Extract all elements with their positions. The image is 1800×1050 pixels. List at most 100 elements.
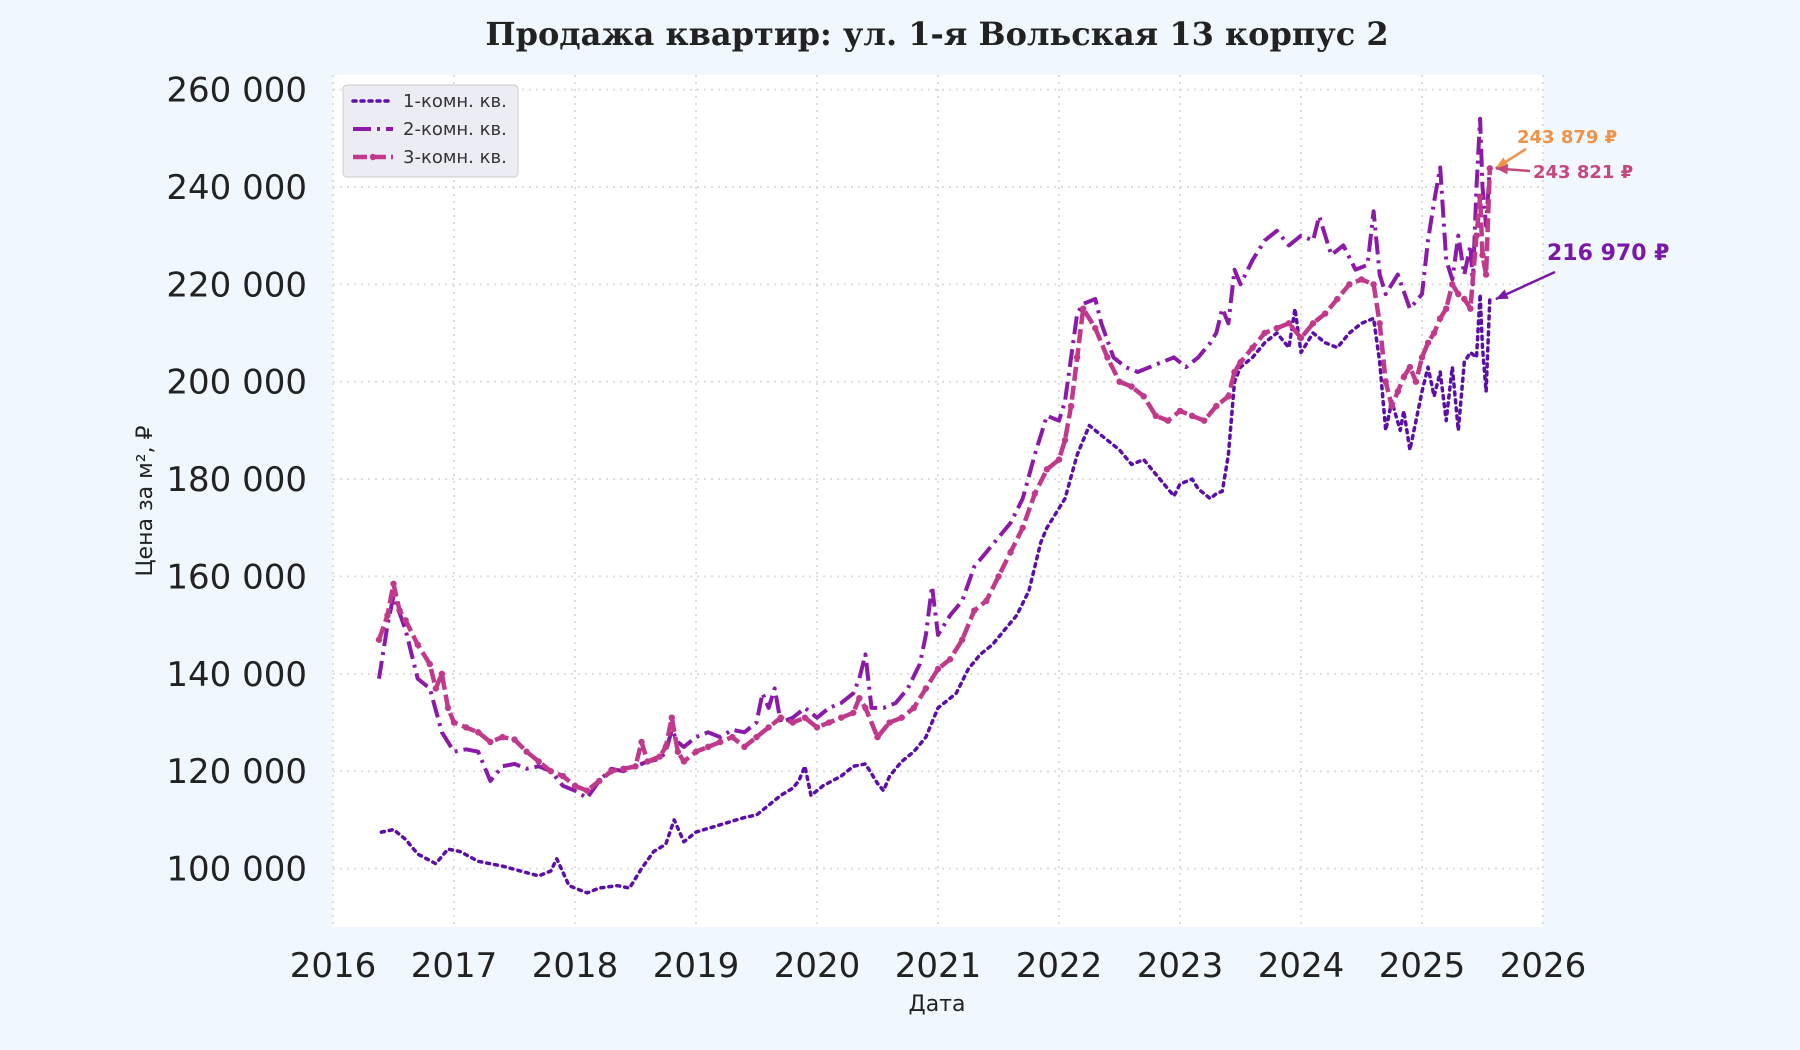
series-point xyxy=(674,748,682,755)
series-point xyxy=(838,714,845,721)
series-point xyxy=(1482,271,1490,278)
series-point xyxy=(1285,320,1293,327)
y-tick-label: 200 000 xyxy=(166,363,307,403)
x-tick-label: 2021 xyxy=(895,946,982,986)
axes: 2016 2017 2018 2019 2020 2021 2022 2023 2024 2025… xyxy=(166,71,1586,986)
series-point xyxy=(1201,417,1208,424)
y-tick-label: 140 000 xyxy=(166,655,307,695)
series-layer xyxy=(375,116,1493,895)
series-point xyxy=(1104,354,1111,361)
y-axis-label: Цена за м², ₽ xyxy=(133,425,158,576)
series-point xyxy=(1188,412,1196,419)
series-point xyxy=(922,685,930,692)
series-point xyxy=(535,758,542,765)
series-point xyxy=(1297,334,1305,342)
series-point xyxy=(692,748,700,755)
series-point xyxy=(1473,232,1480,239)
legend-label: 3-комн. кв. xyxy=(403,147,507,168)
series-point xyxy=(596,777,603,785)
series-point xyxy=(1116,378,1123,385)
series-point xyxy=(1467,305,1474,312)
series-point xyxy=(475,729,482,736)
series-point xyxy=(1455,290,1462,298)
series-point xyxy=(499,733,506,741)
annotation-arrowhead xyxy=(1495,164,1509,175)
y-tick-label: 160 000 xyxy=(166,557,307,597)
series-point xyxy=(1334,295,1341,303)
series-point xyxy=(1213,402,1220,410)
x-tick-label: 2022 xyxy=(1016,946,1103,986)
series-point xyxy=(1430,329,1438,337)
series-point xyxy=(462,724,470,731)
series-point xyxy=(741,743,748,751)
series-point xyxy=(1376,320,1383,327)
series-point xyxy=(414,641,421,648)
series-point xyxy=(1449,281,1456,288)
series-point xyxy=(1031,490,1039,497)
legend-box xyxy=(342,84,519,178)
series-point xyxy=(777,714,784,721)
series-point xyxy=(1358,276,1365,283)
series-point xyxy=(1128,383,1135,390)
y-tick-label: 100 000 xyxy=(166,850,307,890)
series-point xyxy=(656,753,663,760)
series-point xyxy=(487,738,494,746)
series-point xyxy=(850,709,857,716)
series-point xyxy=(1309,320,1317,327)
series-point xyxy=(1486,165,1493,172)
series-point xyxy=(934,665,942,673)
series-point xyxy=(971,607,978,614)
series-point xyxy=(862,704,869,712)
series-point xyxy=(789,719,796,726)
series-point xyxy=(608,768,615,775)
series-point xyxy=(856,694,863,702)
series-point xyxy=(638,738,645,746)
series-point xyxy=(620,765,627,772)
x-tick-label: 2019 xyxy=(653,946,740,986)
legend-label: 1-комн. кв. xyxy=(403,91,507,112)
annotations-layer: 243 879 ₽ 243 821 ₽ 216 970 ₽ xyxy=(1495,127,1669,301)
grid xyxy=(332,75,1544,927)
x-tick-label: 2020 xyxy=(774,946,861,986)
series-point xyxy=(1073,354,1081,361)
series-point xyxy=(668,714,675,721)
series-point xyxy=(547,768,554,775)
series-point xyxy=(375,636,383,643)
series-point xyxy=(946,656,954,663)
y-tick-label: 220 000 xyxy=(166,265,307,305)
series-point xyxy=(1436,315,1444,322)
series-point xyxy=(1152,412,1160,419)
series-point xyxy=(1225,393,1232,400)
annotation-label: 216 970 ₽ xyxy=(1547,241,1669,266)
x-tick-label: 2016 xyxy=(290,946,377,986)
y-tick-label: 240 000 xyxy=(166,168,307,208)
legend-label: 2-комн. кв. xyxy=(403,119,507,140)
series-point xyxy=(1140,393,1147,400)
series-point xyxy=(1019,524,1026,531)
series-point xyxy=(1424,339,1432,346)
series-point xyxy=(1412,378,1420,385)
legend-marker xyxy=(369,153,377,161)
series-point xyxy=(583,787,591,794)
series-point xyxy=(753,733,760,741)
series-point xyxy=(1370,281,1377,288)
legend: 1-комн. кв. 2-комн. кв. 3-комн. кв. xyxy=(342,84,519,178)
series-point xyxy=(1261,329,1268,337)
series-point xyxy=(813,724,821,731)
series-point xyxy=(729,733,736,741)
series-point xyxy=(898,714,905,721)
series-point xyxy=(874,733,881,741)
series-point xyxy=(384,612,391,619)
series-point xyxy=(1061,436,1069,444)
series-point xyxy=(1406,363,1414,371)
x-tick-label: 2023 xyxy=(1137,946,1224,986)
series-point xyxy=(765,724,772,731)
series-point xyxy=(396,607,403,614)
series-point xyxy=(450,719,458,726)
series-point xyxy=(523,748,530,755)
annotation-label: 243 879 ₽ xyxy=(1517,127,1617,148)
series-point xyxy=(426,660,433,668)
series-point xyxy=(1164,417,1172,424)
series-point xyxy=(1418,354,1426,361)
